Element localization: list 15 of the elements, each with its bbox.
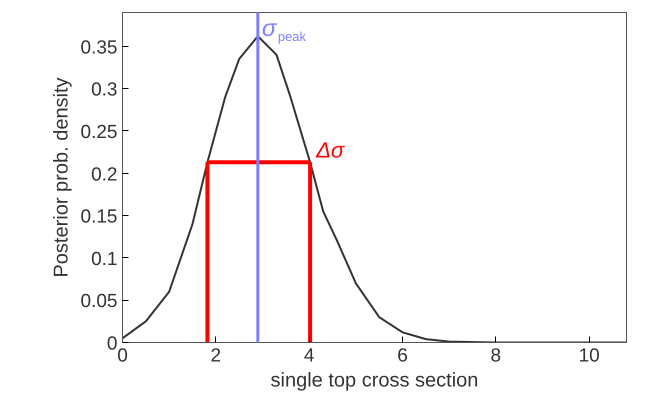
y-tick-label: 0.35 xyxy=(80,37,118,58)
x-tick-label: 2 xyxy=(210,346,222,366)
y-tick-label: 0.3 xyxy=(91,80,118,101)
y-tick-label: 0.15 xyxy=(80,206,118,228)
x-axis-title: single top cross section xyxy=(270,370,478,392)
x-tick-label: 4 xyxy=(304,346,315,366)
y-tick-label: 0.1 xyxy=(91,248,118,270)
x-tick-label: 6 xyxy=(397,346,408,366)
y-tick-label: 0.2 xyxy=(91,164,118,186)
annotation: Δσ xyxy=(315,137,345,162)
y-axis-title: Posterior prob. density xyxy=(50,77,73,278)
y-tick-label: 0.25 xyxy=(80,122,118,143)
x-tick-label: 10 xyxy=(578,346,600,366)
x-tick-label: 8 xyxy=(490,346,502,366)
y-tick-label: 0.05 xyxy=(80,291,118,312)
